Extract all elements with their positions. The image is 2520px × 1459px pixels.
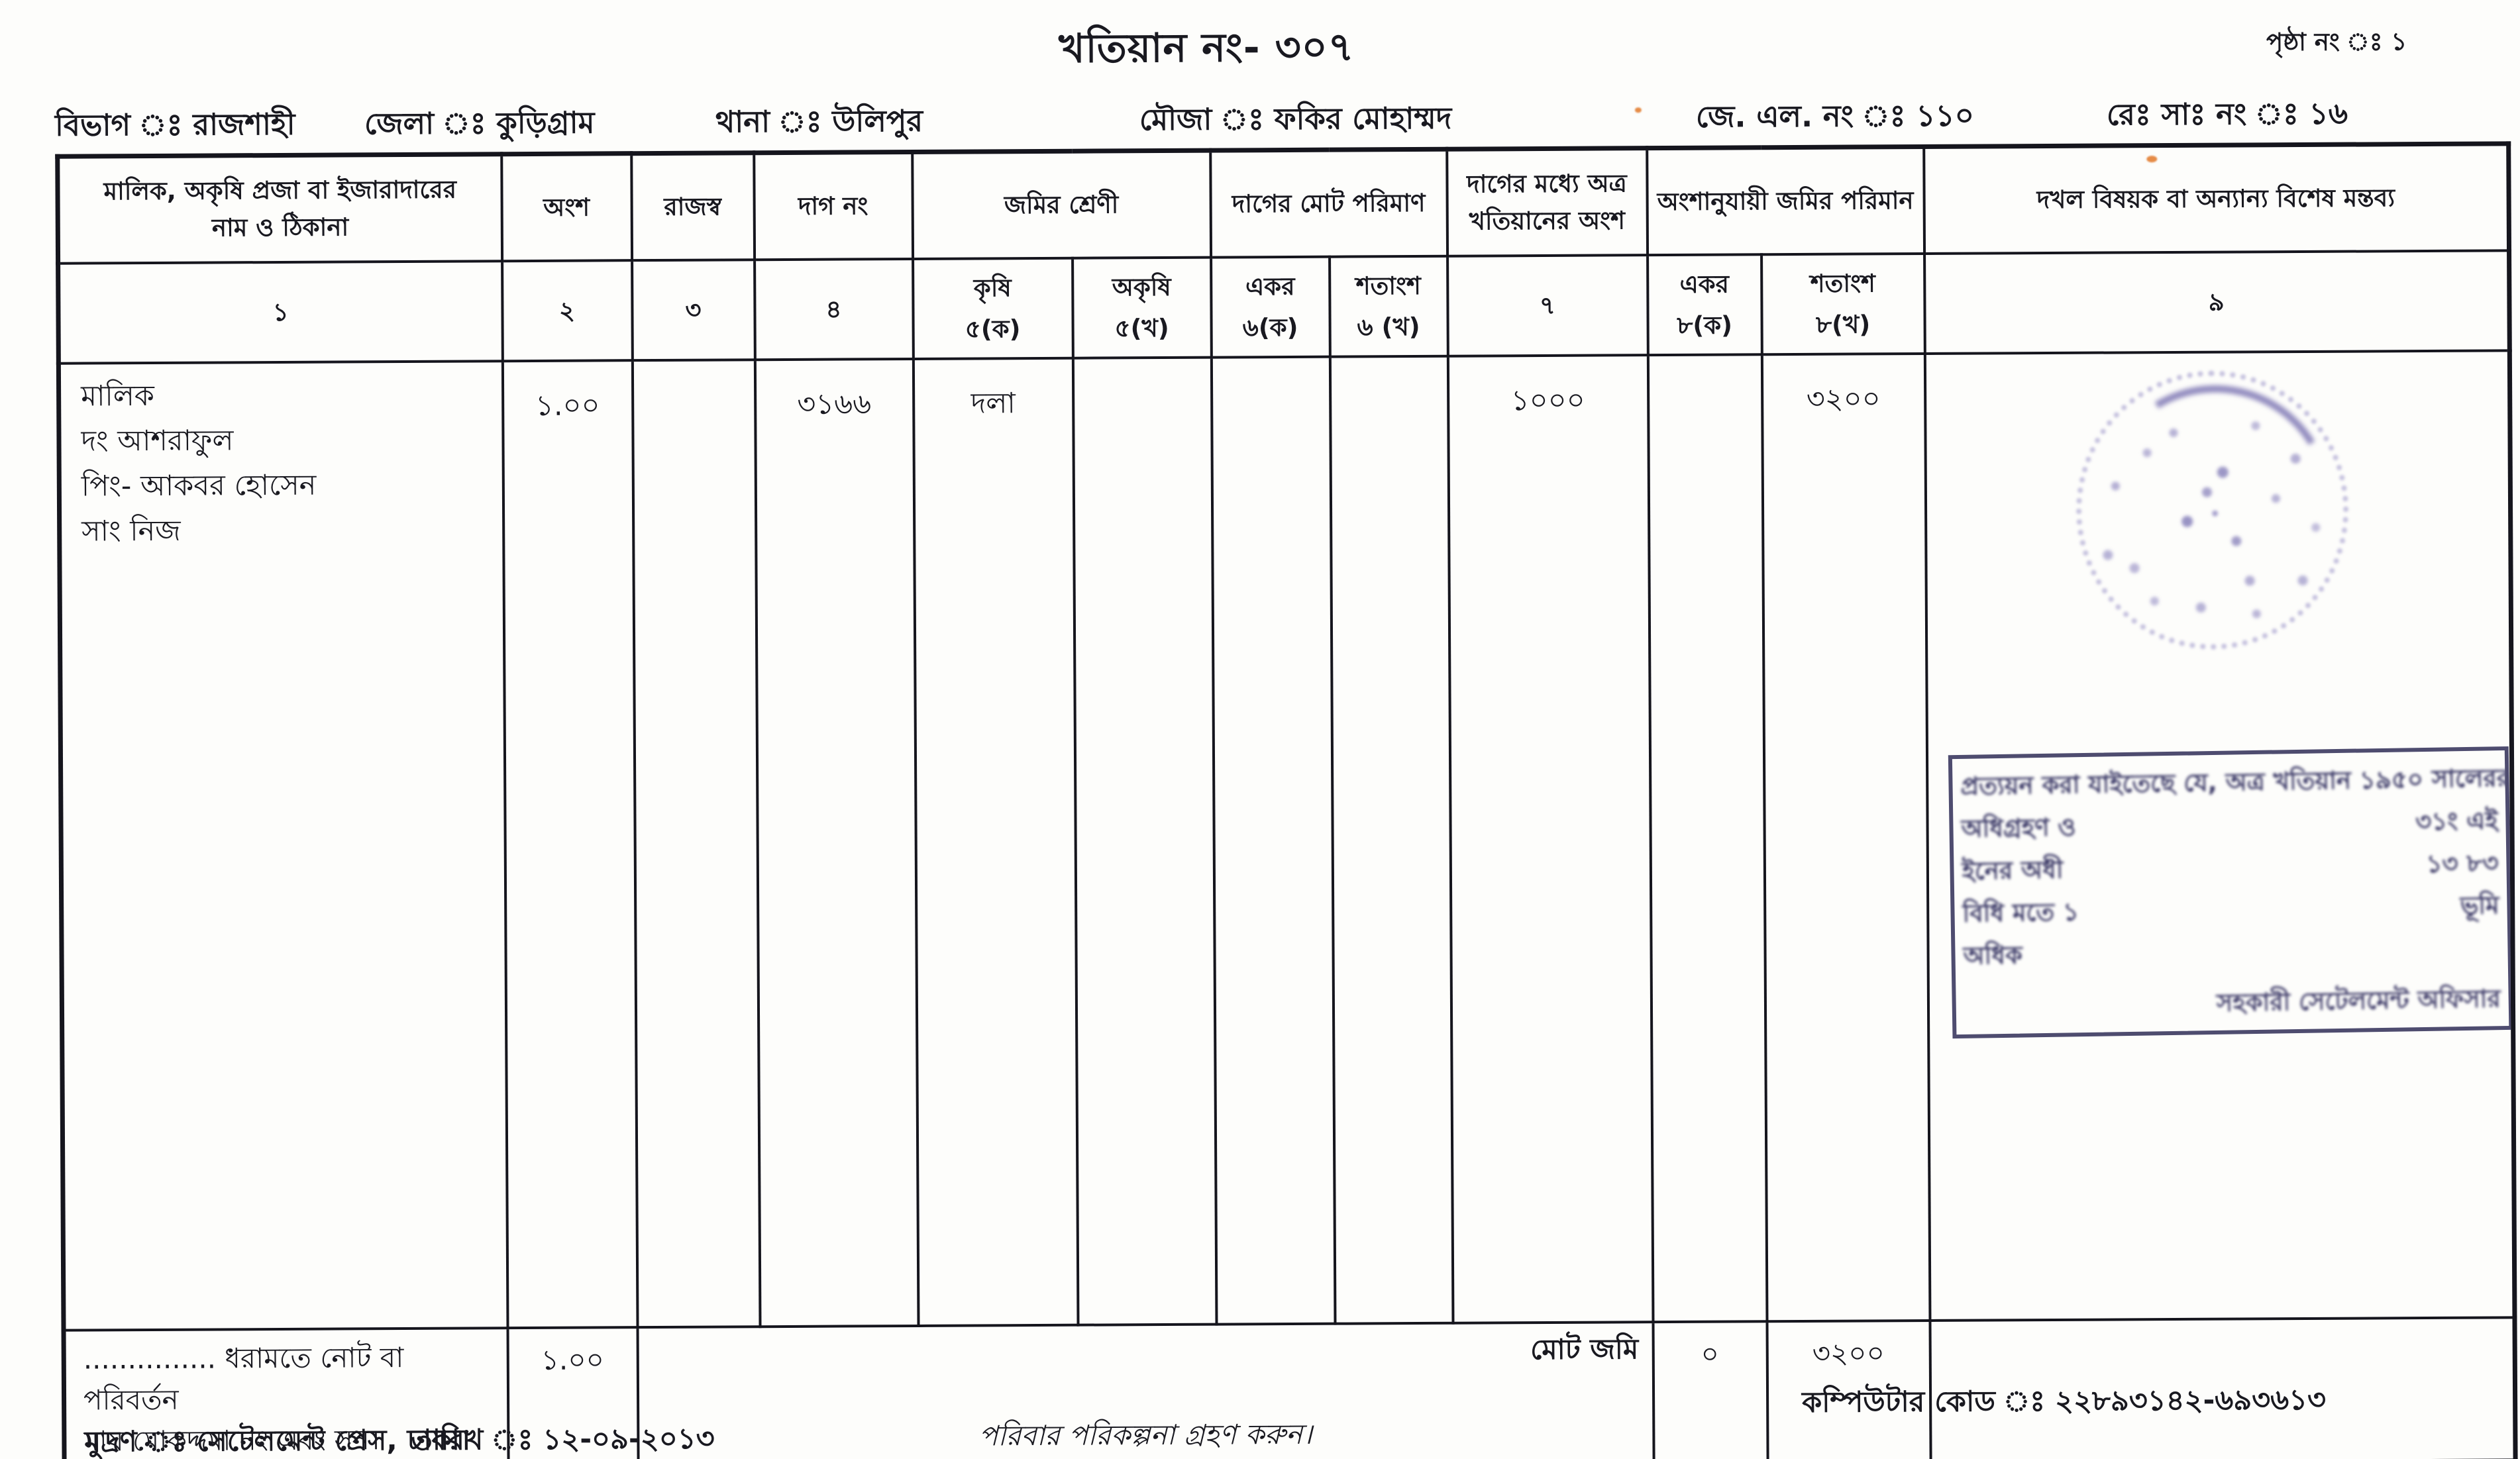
field-division: বিভাগ ঃ রাজশাহী — [54, 106, 295, 143]
acre6-empty — [1211, 356, 1335, 1325]
owner-name-cell: মালিক দং আশরাফুল পিং- আকবর হোসেন সাং নিজ — [58, 361, 508, 1331]
field-mouza: মৌজা ঃ ফকির মোহাম্মদ — [1139, 100, 1452, 138]
subheader-shatangsha8-label: শতাংশ — [1810, 268, 1875, 298]
subheader-akrishi: অকৃষি ৫(খ) — [1072, 257, 1212, 358]
field-district: জেলা ঃ কুড়িগ্রাম — [364, 105, 595, 142]
stamp-text-fragment: বিধি মতে ১ — [1962, 897, 2079, 928]
subheader-krishi: কৃষি ৫(ক) — [912, 258, 1073, 359]
scan-speck — [1634, 107, 1642, 113]
stamp-text-fragment: ইনের অধী — [1961, 855, 2064, 885]
subheader-shatangsha-8: শতাংশ ৮(খ) — [1761, 253, 1925, 355]
certification-stamp: প্রত্যয়ন করা যাইতেছে যে, অত্র খতিয়ান ১… — [1948, 746, 2513, 1039]
col-header-owner: মালিক, অকৃষি প্রজা বা ইজারাদারের নাম ও ঠ… — [57, 154, 502, 264]
revenue-value-empty — [632, 360, 761, 1328]
stamp-text-fragment: ভূমি — [2459, 891, 2499, 921]
subheader-acre-8: একর ৮(ক) — [1647, 254, 1762, 356]
subheader-krishi-number: ৫(ক) — [965, 314, 1021, 344]
col-header-share: অংশ — [501, 153, 632, 262]
owner-line: মালিক — [81, 379, 155, 413]
col-number-3: ৩ — [631, 260, 755, 361]
stamp-text-fragment: র — [2495, 763, 2510, 793]
header-row-1: মালিক, অকৃষি প্রজা বা ইজারাদারের নাম ও ঠ… — [57, 143, 2509, 264]
subheader-shatangsha8-number: ৮(খ) — [1815, 309, 1871, 339]
field-jl-no: জে. এল. নং ঃ ১১০ — [1695, 97, 1975, 134]
stamp-line: অধিক — [1963, 927, 2500, 978]
notes-line-1: ............... ধরামতে নোট বা পরিবর্তন — [83, 1341, 404, 1417]
record-row: মালিক দং আশরাফুল পিং- আকবর হোসেন সাং নিজ… — [58, 350, 2515, 1331]
col-header-share-in-plot-line2: খতিয়ানের অংশ — [1469, 206, 1626, 236]
col-header-land-class: জমির শ্রেণী — [912, 150, 1211, 259]
share-in-plot-value: ১০০০ — [1447, 355, 1653, 1323]
col-number-7: ৭ — [1447, 255, 1648, 356]
remarks-cell: প্রত্যয়ন করা যাইতেছে যে, অত্র খতিয়ান ১… — [1924, 350, 2515, 1321]
acre8-empty — [1648, 354, 1767, 1323]
subheader-acre6-number: ৬(ক) — [1242, 313, 1298, 342]
akrishi-class-empty — [1073, 357, 1216, 1325]
family-planning-cell: মোট জমি পরিবার পরিকল্পনা গ্রহণ করুন। — [637, 1322, 1654, 1459]
acre-total-value: ০ — [1652, 1321, 1768, 1459]
page-number: পৃষ্ঠা নং ঃ ১ — [2266, 27, 2407, 57]
plot-no-value: ৩১৬৬ — [755, 358, 919, 1327]
seal-speckles — [2212, 510, 2219, 517]
seal-arc — [2074, 361, 2356, 643]
col-number-9: ৯ — [1924, 250, 2510, 354]
stamp-signature: সহকারী সেটেলমেন্ট অফিসার — [2215, 984, 2501, 1017]
col-header-share-in-plot-line1: দাগের মধ্যে অত্র — [1467, 169, 1627, 199]
col-header-plot-total-area: দাগের মোট পরিমাণ — [1210, 149, 1447, 258]
page-title: খতিয়ান নং- ৩০৭ — [1058, 24, 1355, 72]
col-header-area-by-share: অংশানুযায়ী জমির পরিমান — [1646, 146, 1924, 256]
col-header-owner-line1: মালিক, অকৃষি প্রজা বা ইজারাদারের — [103, 175, 457, 206]
subheader-acre-6: একর ৬(ক) — [1210, 256, 1330, 358]
stamp-text-fragment: ১৩ ৮৩ — [2425, 848, 2499, 878]
shatangsha6-empty — [1330, 356, 1453, 1324]
field-thana: থানা ঃ উলিপুর — [715, 103, 923, 140]
krishi-class-value: দলা — [913, 358, 1078, 1326]
subheader-shatangsha6-label: শতাংশ — [1355, 271, 1421, 300]
stamp-text-fragment: অধিক — [1962, 940, 2022, 970]
col-number-2: ২ — [501, 260, 633, 362]
owner-line: পিং- আকবর হোসেন — [81, 468, 317, 503]
subheader-acre8-label: একর — [1679, 270, 1730, 299]
subheader-krishi-label: কৃষি — [973, 273, 1012, 302]
shatangsha8-value: ৩২০০ — [1761, 353, 1930, 1322]
khatian-table: মালিক, অকৃষি প্রজা বা ইজারাদারের নাম ও ঠ… — [55, 141, 2518, 1459]
col-header-plot-no: দাগ নং — [753, 152, 913, 260]
field-re-sa-no: রেঃ সাঃ নং ঃ ১৬ — [2106, 95, 2348, 132]
subheader-akrishi-number: ৫(খ) — [1114, 313, 1169, 342]
subheader-acre6-label: একর — [1245, 272, 1295, 301]
owner-line: দং আশরাফুল — [81, 424, 234, 458]
computer-code: কম্পিউটার কোড ঃ ২২৮৯৩১৪২-৬৯৩৬১৩ — [1802, 1383, 2327, 1419]
subheader-acre8-number: ৮(ক) — [1677, 310, 1733, 340]
subheader-shatangsha-6: শতাংশ ৬ (খ) — [1329, 256, 1448, 357]
family-planning-note: পরিবার পরিকল্পনা গ্রহণ করুন। — [978, 1417, 1313, 1452]
total-land-label: মোট জমি — [1530, 1333, 1639, 1366]
subheader-akrishi-label: অকৃষি — [1112, 272, 1171, 301]
col-header-remarks: দখল বিষয়ক বা অন্যান্য বিশেষ মন্তব্য — [1923, 143, 2509, 254]
stamp-text-fragment: ৩১ং এই — [2415, 806, 2498, 836]
subheader-shatangsha6-number: ৬ (খ) — [1357, 312, 1420, 341]
print-date: তারিখ ঃ ১২-০৯-২০১৩ — [411, 1422, 715, 1457]
scan-speck — [2146, 156, 2158, 163]
col-number-4: ৪ — [754, 258, 914, 360]
col-header-share-in-plot: দাগের মধ্যে অত্র খতিয়ানের অংশ — [1446, 148, 1648, 256]
col-header-owner-line2: নাম ও ঠিকানা — [211, 213, 349, 242]
col-number-1: ১ — [58, 261, 503, 364]
header-row-2: ১ ২ ৩ ৪ কৃষি ৫(ক) অকৃষি ৫(খ) একর ৬(ক) শত… — [58, 250, 2510, 364]
col-header-revenue: রাজস্ব — [631, 152, 755, 261]
share-value: ১.০০ — [502, 360, 638, 1329]
round-seal-stamp-icon — [2074, 361, 2356, 650]
owner-line: সাং নিজ — [81, 514, 181, 548]
stamp-text-fragment: অধিগ্রহণ ও — [1960, 813, 2076, 843]
